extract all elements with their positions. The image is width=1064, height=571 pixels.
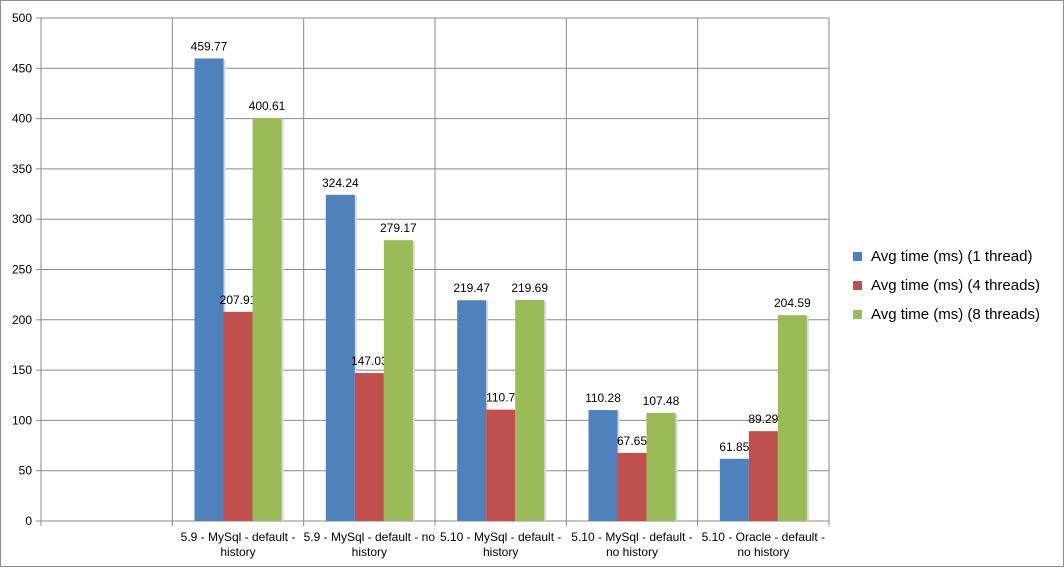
data-label: 110.7 — [486, 391, 515, 405]
legend-item-1-thread: Avg time (ms) (1 thread) — [853, 242, 1040, 271]
bar — [646, 412, 676, 521]
y-tick-label: 450 — [12, 61, 32, 75]
y-tick-label: 50 — [19, 464, 33, 478]
legend-swatch-1-thread — [853, 252, 862, 261]
data-label: 219.47 — [453, 281, 490, 295]
legend-swatch-4-threads — [853, 281, 862, 290]
bar — [194, 58, 224, 522]
x-tick-label: 5.10 - Oracle - default - — [702, 530, 825, 544]
legend-item-8-threads: Avg time (ms) (8 threads) — [853, 300, 1040, 329]
bar — [383, 240, 413, 522]
x-tick-label: history — [352, 545, 387, 559]
bar — [748, 431, 778, 521]
bar — [617, 452, 647, 521]
legend-item-4-threads: Avg time (ms) (4 threads) — [853, 271, 1040, 300]
y-tick-label: 200 — [12, 313, 32, 327]
data-label: 61.85 — [719, 440, 749, 454]
legend-label-1-thread: Avg time (ms) (1 thread) — [871, 248, 1033, 265]
bar — [777, 315, 807, 521]
legend: Avg time (ms) (1 thread) Avg time (ms) (… — [853, 242, 1040, 329]
data-label: 324.24 — [322, 176, 359, 190]
bar — [325, 194, 355, 521]
y-tick-label: 350 — [12, 162, 32, 176]
y-tick-label: 400 — [12, 112, 32, 126]
legend-label-8-threads: Avg time (ms) (8 threads) — [871, 306, 1040, 323]
x-tick-label: 5.10 - MySql - default - — [571, 530, 692, 544]
bar — [354, 373, 384, 521]
bar — [252, 117, 282, 522]
data-label: 89.29 — [748, 412, 778, 426]
data-label: 459.77 — [191, 39, 228, 53]
y-tick-label: 500 — [12, 11, 32, 25]
x-tick-label: 5.9 - MySql - default - no — [304, 530, 436, 544]
y-tick-label: 300 — [12, 212, 32, 226]
y-tick-label: 0 — [25, 514, 32, 528]
data-label: 207.91 — [220, 293, 257, 307]
legend-label-4-threads: Avg time (ms) (4 threads) — [871, 277, 1040, 294]
x-tick-label: 5.10 - MySql - default - — [440, 530, 561, 544]
data-label: 204.59 — [774, 296, 811, 310]
data-label: 147.03 — [351, 354, 388, 368]
bar — [588, 410, 618, 521]
bar — [719, 458, 749, 521]
data-label: 107.48 — [643, 394, 680, 408]
data-label: 67.65 — [617, 434, 647, 448]
data-label: 110.28 — [585, 391, 621, 405]
x-tick-label: history — [220, 545, 255, 559]
x-tick-label: 5.9 - MySql - default - — [181, 530, 296, 544]
y-tick-label: 150 — [12, 363, 32, 377]
y-tick-label: 250 — [12, 263, 32, 277]
x-tick-label: no history — [737, 545, 789, 559]
data-label: 400.61 — [249, 99, 286, 113]
bar — [457, 300, 487, 521]
x-tick-label: history — [483, 545, 518, 559]
legend-swatch-8-threads — [853, 310, 862, 319]
x-tick-label: no history — [606, 545, 658, 559]
bar — [223, 311, 253, 521]
data-label: 279.17 — [380, 221, 417, 235]
data-label: 219.69 — [511, 281, 548, 295]
bar — [515, 299, 545, 521]
y-tick-label: 100 — [12, 413, 32, 427]
bar — [486, 409, 516, 521]
